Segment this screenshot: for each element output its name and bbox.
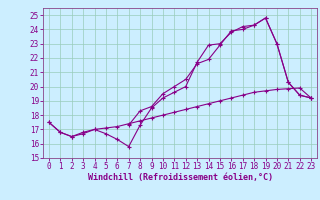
X-axis label: Windchill (Refroidissement éolien,°C): Windchill (Refroidissement éolien,°C) — [87, 173, 273, 182]
